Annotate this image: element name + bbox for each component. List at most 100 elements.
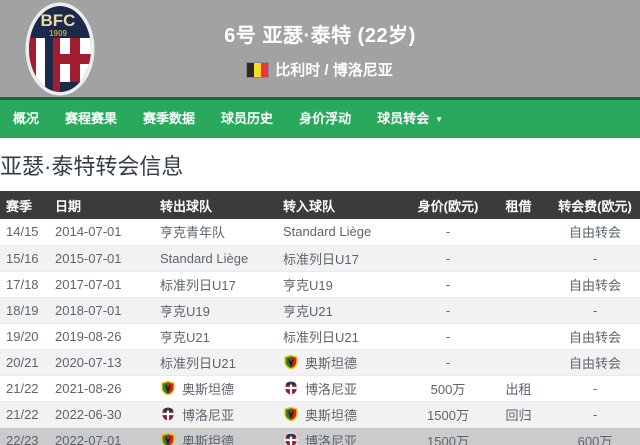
to-team-cell[interactable]: 亨克U21	[277, 297, 409, 323]
team-name: 标准列日U17	[283, 251, 359, 267]
market-value-cell: -	[445, 250, 451, 266]
to-team-cell[interactable]: 博洛尼亚	[277, 427, 409, 445]
market-value-cell: -	[445, 328, 451, 344]
player-title: 6号 亚瑟·泰特 (22岁)	[224, 25, 416, 47]
market-value-cell: 1500万	[427, 433, 469, 445]
to-team-cell[interactable]: 奥斯坦德	[277, 401, 409, 427]
oostende-crest-icon	[161, 432, 175, 445]
transfer-row: 22/23 2022-07-01 奥斯坦德 博洛尼亚 1500万 600万	[0, 427, 640, 445]
to-team-cell[interactable]: Standard Liège	[277, 219, 409, 245]
oostende-crest-icon	[284, 406, 298, 422]
date-cell: 2022-06-30	[55, 406, 122, 422]
transfer-row: 18/19 2018-07-01 亨克U19 亨克U21 - -	[0, 297, 640, 323]
date-cell: 2022-07-01	[55, 432, 122, 445]
col-header-to-team: 转入球队	[283, 198, 336, 214]
team-name: 奥斯坦德	[182, 381, 235, 397]
belgium-flag-icon	[247, 62, 269, 77]
to-team-cell[interactable]: 博洛尼亚	[277, 375, 409, 401]
nav-tab-overview[interactable]: 概况	[13, 111, 40, 126]
season-cell: 18/19	[6, 302, 39, 318]
team-name: 奥斯坦德	[305, 407, 358, 423]
fee-cell: -	[592, 380, 598, 396]
team-name: 奥斯坦德	[305, 355, 358, 371]
bologna-crest-icon	[283, 432, 299, 445]
season-cell: 14/15	[6, 224, 39, 240]
market-value-cell: -	[445, 302, 451, 318]
to-team-cell[interactable]: 标准列日U17	[277, 245, 409, 271]
date-cell: 2020-07-13	[55, 354, 122, 370]
date-cell: 2014-07-01	[55, 224, 122, 240]
col-header-date: 日期	[55, 198, 82, 214]
season-cell: 15/16	[6, 250, 39, 266]
from-team-cell[interactable]: 亨克U21	[154, 323, 277, 349]
svg-text:BFC: BFC	[41, 11, 76, 30]
fee-cell: 自由转会	[568, 329, 621, 345]
oostende-crest-icon	[283, 406, 299, 422]
col-header-season: 赛季	[6, 198, 33, 214]
loan-cell: 出租	[505, 381, 532, 397]
col-header-from-team: 转出球队	[160, 198, 213, 214]
from-team-cell[interactable]: 奥斯坦德	[154, 427, 277, 445]
to-team-cell[interactable]: 标准列日U21	[277, 323, 409, 349]
nav-tab-transfers[interactable]: 球员转会 ▼	[377, 111, 444, 126]
season-cell: 17/18	[6, 276, 39, 292]
to-team-cell[interactable]: 亨克U19	[277, 271, 409, 297]
team-name: 博洛尼亚	[182, 407, 235, 423]
fee-cell: 自由转会	[568, 277, 621, 293]
from-team-cell[interactable]: 标准列日U21	[154, 349, 277, 375]
transfer-row: 20/21 2020-07-13 标准列日U21 奥斯坦德 - 自由转会	[0, 349, 640, 375]
to-team-cell[interactable]: 奥斯坦德	[277, 349, 409, 375]
team-name: Standard Liège	[160, 250, 249, 266]
date-cell: 2018-07-01	[55, 302, 122, 318]
transfer-row: 17/18 2017-07-01 标准列日U17 亨克U19 - 自由转会	[0, 271, 640, 297]
season-cell: 20/21	[6, 354, 39, 370]
chevron-down-icon: ▼	[435, 115, 444, 124]
loan-cell	[487, 245, 550, 271]
from-team-cell[interactable]: Standard Liège	[154, 245, 277, 271]
nav-tab-fixtures-results[interactable]: 赛程赛果	[65, 111, 118, 126]
bologna-crest-icon	[284, 380, 298, 396]
nav-tab-player-history[interactable]: 球员历史	[221, 111, 274, 126]
from-team-cell[interactable]: 博洛尼亚	[154, 401, 277, 427]
fee-cell: -	[592, 406, 598, 422]
player-subtitle: 比利时 / 博洛尼亚	[0, 59, 640, 80]
table-header-row: 赛季 日期 转出球队 转入球队 身价(欧元) 租借 转会费(欧元)	[0, 191, 640, 219]
nav-tab-season-stats[interactable]: 赛季数据	[143, 111, 196, 126]
from-team-cell[interactable]: 亨克青年队	[154, 219, 277, 245]
team-name: 博洛尼亚	[305, 381, 358, 397]
date-cell: 2019-08-26	[55, 328, 122, 344]
fee-cell: -	[592, 302, 598, 318]
team-name: 奥斯坦德	[182, 433, 235, 445]
content-area: 亚瑟·泰特转会信息 赛季 日期 转出球队 转入球队 身价(欧元) 租借 转会费(…	[0, 149, 640, 445]
team-name: 亨克U19	[160, 303, 210, 319]
player-nationality-club: 比利时 / 博洛尼亚	[275, 62, 393, 79]
fee-cell: 自由转会	[568, 355, 621, 371]
market-value-cell: 500万	[430, 381, 466, 397]
team-name: Standard Liège	[283, 224, 372, 240]
transfer-row: 21/22 2022-06-30 博洛尼亚 奥斯坦德 1500万 回归 -	[0, 401, 640, 427]
from-team-cell[interactable]: 标准列日U17	[154, 271, 277, 297]
date-cell: 2021-08-26	[55, 380, 122, 396]
loan-cell	[487, 271, 550, 297]
market-value-cell: -	[445, 276, 451, 292]
season-cell: 21/22	[6, 406, 39, 422]
from-team-cell[interactable]: 亨克U19	[154, 297, 277, 323]
transfer-row: 21/22 2021-08-26 奥斯坦德 博洛尼亚 500万 出租 -	[0, 375, 640, 401]
col-header-market-value: 身价(欧元)	[417, 198, 479, 214]
season-cell: 21/22	[6, 380, 39, 396]
team-name: 亨克U21	[283, 303, 333, 319]
from-team-cell[interactable]: 奥斯坦德	[154, 375, 277, 401]
transfer-row: 19/20 2019-08-26 亨克U21 标准列日U21 - 自由转会	[0, 323, 640, 349]
bologna-crest-icon	[161, 406, 175, 422]
market-value-cell: -	[445, 224, 451, 240]
oostende-crest-icon	[160, 432, 176, 445]
transfer-table: 赛季 日期 转出球队 转入球队 身价(欧元) 租借 转会费(欧元) 14/15 …	[0, 191, 640, 445]
team-name: 亨克U21	[160, 329, 210, 345]
team-name: 标准列日U21	[283, 329, 359, 345]
fee-cell: -	[592, 250, 598, 266]
market-value-cell: 1500万	[427, 407, 469, 423]
nav-tab-market-value[interactable]: 身价浮动	[299, 111, 352, 126]
season-cell: 19/20	[6, 328, 39, 344]
date-cell: 2015-07-01	[55, 250, 122, 266]
fee-cell: 自由转会	[568, 225, 621, 241]
